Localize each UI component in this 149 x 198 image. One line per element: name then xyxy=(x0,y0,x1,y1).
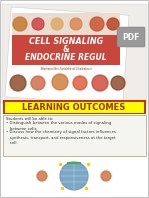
Circle shape xyxy=(60,162,88,190)
Circle shape xyxy=(10,75,26,91)
FancyBboxPatch shape xyxy=(12,13,120,35)
Circle shape xyxy=(70,18,82,30)
Bar xyxy=(3,100,146,114)
Circle shape xyxy=(37,171,47,181)
Text: ENDOCRINE REGUL: ENDOCRINE REGUL xyxy=(25,53,107,63)
FancyBboxPatch shape xyxy=(117,27,145,47)
Circle shape xyxy=(73,76,87,90)
Text: Marliana Nini Faridzha at Chaikaboris: Marliana Nini Faridzha at Chaikaboris xyxy=(41,67,91,71)
Circle shape xyxy=(32,18,44,30)
Text: CELL SIGNALING: CELL SIGNALING xyxy=(29,37,103,47)
FancyBboxPatch shape xyxy=(2,4,147,104)
Text: LEARNING OUTCOMES: LEARNING OUTCOMES xyxy=(22,103,126,111)
Text: Students will be able to:: Students will be able to: xyxy=(6,117,53,121)
Circle shape xyxy=(90,17,104,31)
Circle shape xyxy=(111,76,125,90)
Circle shape xyxy=(51,18,63,30)
Text: • Distinguish between the various modes of signaling
   between cells.: • Distinguish between the various modes … xyxy=(6,121,111,130)
Circle shape xyxy=(101,171,111,181)
Text: &: & xyxy=(63,46,69,54)
Circle shape xyxy=(92,75,108,91)
Text: • Discuss how the chemistry of signal factors influences
   synthesis, transport: • Discuss how the chemistry of signal fa… xyxy=(6,130,116,145)
Text: PDF: PDF xyxy=(122,32,140,42)
Circle shape xyxy=(107,18,119,30)
Circle shape xyxy=(13,17,27,31)
Circle shape xyxy=(52,74,68,90)
Bar xyxy=(12,35,120,65)
Bar xyxy=(3,115,146,156)
Bar xyxy=(5,102,144,112)
Circle shape xyxy=(31,76,45,90)
Polygon shape xyxy=(5,7,129,105)
